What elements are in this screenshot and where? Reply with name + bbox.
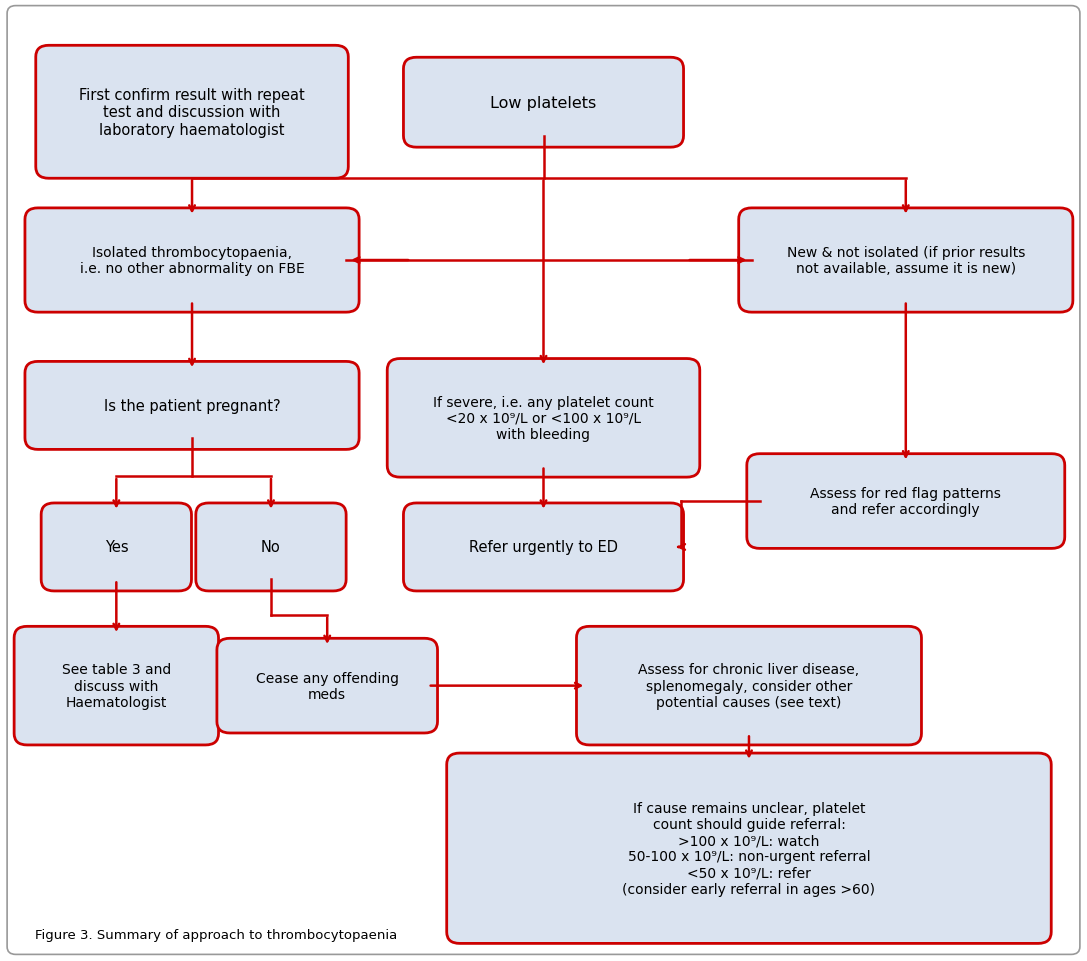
Text: Low platelets: Low platelets [490,95,597,111]
Text: New & not isolated (if prior results
not available, assume it is new): New & not isolated (if prior results not… [787,246,1025,276]
FancyBboxPatch shape [25,362,359,450]
FancyBboxPatch shape [747,455,1065,549]
Text: First confirm result with repeat
test and discussion with
laboratory haematologi: First confirm result with repeat test an… [79,87,305,137]
Text: If severe, i.e. any platelet count
<20 x 10⁹/L or <100 x 10⁹/L
with bleeding: If severe, i.e. any platelet count <20 x… [433,395,654,441]
Text: See table 3 and
discuss with
Haematologist: See table 3 and discuss with Haematologi… [62,663,171,709]
FancyBboxPatch shape [217,639,438,733]
Text: Yes: Yes [104,540,128,554]
Text: If cause remains unclear, platelet
count should guide referral:
>100 x 10⁹/L: wa: If cause remains unclear, platelet count… [623,801,875,896]
FancyBboxPatch shape [739,209,1073,313]
Text: Figure 3. Summary of approach to thrombocytopaenia: Figure 3. Summary of approach to thrombo… [35,928,398,941]
FancyBboxPatch shape [387,359,700,478]
FancyBboxPatch shape [14,627,218,745]
Text: Refer urgently to ED: Refer urgently to ED [468,540,619,554]
FancyBboxPatch shape [403,59,684,148]
FancyBboxPatch shape [25,209,359,313]
Text: Cease any offending
meds: Cease any offending meds [255,671,399,701]
FancyBboxPatch shape [196,504,346,591]
Text: Assess for red flag patterns
and refer accordingly: Assess for red flag patterns and refer a… [810,486,1001,517]
FancyBboxPatch shape [447,753,1051,944]
Text: Is the patient pregnant?: Is the patient pregnant? [103,399,280,413]
FancyBboxPatch shape [576,627,922,745]
Text: No: No [261,540,280,554]
FancyBboxPatch shape [41,504,191,591]
FancyBboxPatch shape [403,504,684,591]
FancyBboxPatch shape [36,46,348,179]
Text: Isolated thrombocytopaenia,
i.e. no other abnormality on FBE: Isolated thrombocytopaenia, i.e. no othe… [79,246,304,276]
FancyBboxPatch shape [8,7,1079,954]
Text: Assess for chronic liver disease,
splenomegaly, consider other
potential causes : Assess for chronic liver disease, spleno… [638,663,860,709]
